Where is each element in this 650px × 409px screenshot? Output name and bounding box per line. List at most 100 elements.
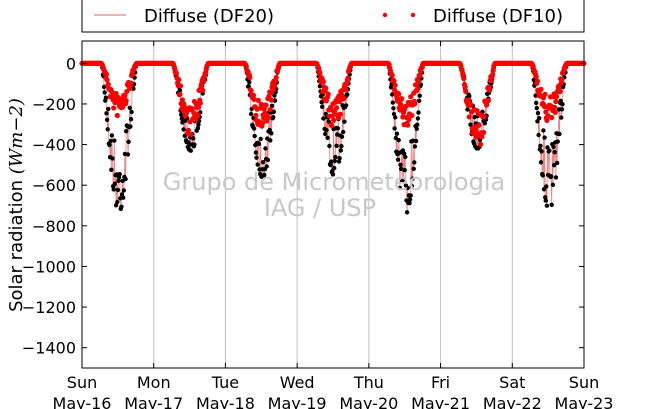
point-df20 (272, 93, 277, 98)
point-df10 (103, 71, 110, 77)
point-df20 (415, 122, 420, 127)
point-df10 (189, 106, 195, 112)
point-df20 (247, 79, 252, 85)
point-df20 (104, 117, 110, 123)
point-df20 (544, 184, 549, 189)
point-df10 (111, 105, 117, 111)
y-tick-label: −1200 (22, 298, 76, 317)
point-df20 (252, 133, 257, 139)
point-df20 (411, 166, 416, 171)
point-df20 (468, 122, 473, 127)
point-df10 (247, 74, 253, 81)
point-df10 (473, 126, 479, 132)
series-layer (79, 60, 587, 215)
point-df20 (414, 126, 419, 131)
x-tick-label-day: Wed (280, 373, 315, 392)
point-df10 (399, 96, 405, 102)
point-df20 (552, 150, 557, 155)
point-df20 (343, 103, 349, 108)
point-df20 (329, 159, 334, 164)
point-df20 (321, 116, 326, 121)
point-df20 (128, 124, 133, 129)
point-df10 (481, 129, 487, 136)
point-df20 (267, 127, 272, 133)
point-df10 (250, 92, 257, 98)
point-df20 (129, 109, 134, 115)
point-df20 (534, 100, 539, 106)
point-df20 (336, 159, 342, 164)
point-df20 (328, 162, 333, 168)
point-df20 (416, 98, 422, 104)
point-df20 (106, 106, 111, 112)
point-df20 (323, 131, 328, 137)
y-tick-label: −800 (32, 217, 76, 236)
legend-dot-df10-b (410, 12, 416, 18)
point-df10 (552, 104, 558, 110)
point-df20 (345, 92, 350, 97)
point-df20 (256, 141, 262, 147)
point-df20 (542, 135, 547, 140)
y-axis-title-main: Solar radiation (6, 174, 27, 312)
point-df20 (548, 174, 554, 179)
point-df10 (105, 81, 111, 88)
point-df20 (540, 173, 545, 178)
point-df10 (253, 112, 259, 118)
point-df10 (197, 100, 203, 106)
point-df20 (195, 126, 201, 131)
watermark: Grupo de Micrometeorologia IAG / USP (163, 168, 505, 222)
point-df10 (251, 96, 257, 102)
point-df10 (258, 101, 264, 107)
point-df10 (549, 114, 555, 121)
point-df20 (181, 127, 186, 132)
point-df20 (559, 107, 565, 112)
point-df10 (345, 75, 351, 81)
point-df20 (116, 178, 121, 183)
point-df20 (390, 92, 395, 97)
point-df20 (260, 160, 266, 165)
point-df10 (331, 117, 337, 123)
point-df20 (397, 185, 403, 191)
point-df20 (547, 148, 552, 153)
point-df10 (192, 117, 199, 123)
legend-label-df10: Diffuse (DF10) (433, 6, 563, 27)
point-df10 (468, 102, 474, 108)
point-df10 (271, 83, 277, 89)
point-df20 (408, 193, 413, 198)
point-df20 (177, 88, 183, 93)
point-df10 (409, 112, 415, 119)
point-df10 (533, 74, 539, 80)
point-df10 (337, 111, 343, 117)
point-df10 (320, 79, 326, 85)
point-df20 (262, 172, 267, 178)
y-tick-label: −200 (32, 95, 76, 114)
point-df20 (407, 197, 413, 202)
point-df10 (490, 68, 496, 74)
point-df10 (123, 98, 129, 104)
point-df10 (122, 93, 128, 99)
point-df20 (264, 164, 269, 169)
point-df20 (253, 150, 259, 155)
point-df20 (400, 148, 406, 153)
point-df10 (259, 120, 266, 126)
point-df10 (478, 141, 484, 147)
point-df10 (476, 122, 482, 128)
plot-frame (81, 40, 585, 369)
point-df10 (104, 77, 110, 83)
point-df10 (334, 105, 340, 111)
point-df20 (125, 152, 131, 157)
y-tick-label: −1000 (22, 257, 76, 276)
point-df10 (412, 101, 418, 107)
point-df20 (482, 121, 487, 126)
legend-dot-df10-a (382, 12, 388, 18)
point-df20 (248, 111, 254, 117)
watermark-line-1: Grupo de Micrometeorologia (163, 168, 505, 196)
point-df20 (117, 172, 122, 177)
point-df10 (485, 97, 491, 104)
point-df10 (406, 116, 412, 123)
point-df10 (267, 107, 273, 113)
point-df10 (200, 87, 206, 93)
point-df10 (341, 95, 347, 101)
point-df20 (551, 163, 557, 168)
point-df20 (410, 176, 415, 181)
point-df10 (343, 86, 349, 93)
